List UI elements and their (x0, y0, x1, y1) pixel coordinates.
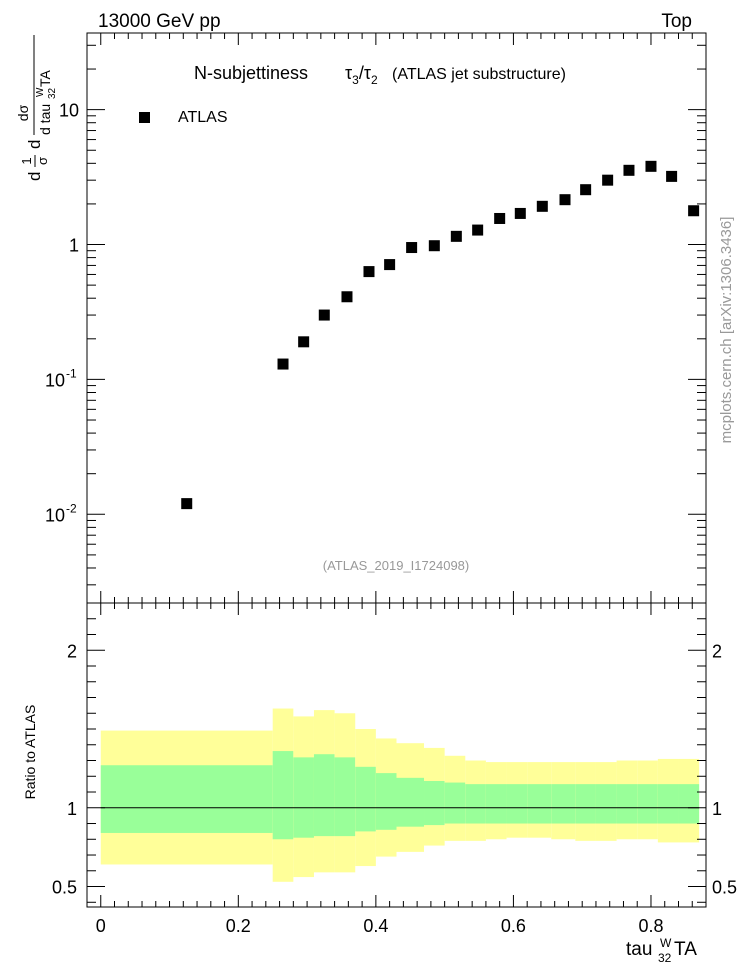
inner-band-bin (595, 784, 617, 824)
chart-title-suffix: (ATLAS jet substructure) (392, 66, 566, 83)
data-point (318, 309, 330, 321)
header-right-label: Top (661, 11, 692, 32)
x-tick-label: 0.6 (501, 916, 526, 936)
data-point (666, 170, 678, 182)
svg-text:TA: TA (674, 939, 697, 960)
svg-text:TA: TA (37, 69, 53, 87)
data-point (384, 259, 396, 271)
ratio-y-tick-label: 2 (67, 641, 77, 661)
inner-band-bin (100, 765, 273, 833)
data-point (645, 160, 657, 172)
inner-band-bin (616, 784, 638, 824)
svg-text:dσ: dσ (15, 104, 31, 121)
ratio-y-tick-label-right: 2 (712, 641, 722, 661)
main-data-points (181, 160, 700, 510)
data-point (514, 207, 526, 219)
x-tick-label: 0.2 (226, 916, 251, 936)
inner-band-bin (396, 777, 425, 827)
data-point (602, 174, 614, 186)
ratio-y-axis-label: Ratio to ATLAS (22, 705, 38, 800)
main-y-axis-label: d 1 σ d dσ d tau 32 W TA (15, 35, 58, 181)
chart-title-ratio-symbol: τ3/τ2 (345, 63, 378, 87)
inner-band-bin (293, 757, 314, 838)
y-tick-label: 10 (45, 370, 65, 390)
inner-band-bin (551, 784, 576, 824)
y-tick-exponent: -2 (66, 501, 77, 515)
inner-band-bin (506, 784, 528, 824)
x-axis-label: tau 32 W TA (626, 936, 697, 965)
inner-band-bin (272, 751, 294, 840)
svg-text:32: 32 (658, 951, 672, 965)
svg-text:W: W (35, 87, 46, 97)
data-point (623, 164, 635, 176)
inner-band-bin (465, 784, 486, 824)
y-tick-label: 10 (59, 101, 79, 121)
ratio-y-tick-label: 1 (67, 799, 77, 819)
inner-band-bin (527, 784, 552, 824)
data-point (688, 205, 700, 217)
svg-text:σ: σ (35, 157, 50, 165)
x-tick-label: 0.4 (363, 916, 388, 936)
inner-band-bin (657, 784, 679, 824)
svg-text:d: d (25, 172, 44, 181)
data-point (559, 194, 571, 206)
inner-band-bin (313, 754, 335, 837)
svg-text:d tau: d tau (37, 104, 53, 135)
chart-title: N-subjettiness τ3/τ2 (ATLAS jet substruc… (194, 63, 566, 87)
data-point (580, 184, 592, 196)
chart-title-main: N-subjettiness (194, 63, 308, 83)
y-tick-exponent: -1 (66, 366, 77, 380)
inner-band-bin (334, 757, 356, 837)
ratio-y-tick-label-right: 1 (712, 799, 722, 819)
data-point (494, 212, 506, 224)
inner-band-bin (444, 782, 466, 824)
svg-text:32: 32 (47, 87, 58, 99)
inner-band-bin (678, 784, 700, 824)
data-point (363, 266, 375, 278)
ratio-bands (100, 708, 700, 882)
data-point (450, 230, 462, 242)
ratio-axes: 0 0.2 0.4 0.6 0.8 0.5 0.5 1 1 2 2 (52, 602, 737, 936)
x-tick-label: 0.8 (638, 916, 663, 936)
ratio-y-tick-label-right: 0.5 (712, 878, 737, 898)
y-tick-label: 10 (45, 505, 65, 525)
data-point (472, 224, 484, 236)
legend-marker (139, 112, 150, 123)
x-tick-label: 0 (96, 916, 106, 936)
inner-band-bin (424, 780, 445, 826)
legend-label: ATLAS (178, 109, 228, 126)
header-left-label: 13000 GeV pp (98, 11, 221, 32)
inner-band-bin (485, 784, 507, 824)
data-point (406, 242, 418, 254)
y-tick-label: 1 (69, 236, 79, 256)
watermark: mcplots.cern.ch [arXiv:1306.3436] (718, 217, 735, 444)
data-point (341, 291, 353, 303)
svg-text:tau: tau (626, 939, 652, 960)
data-point (428, 240, 440, 252)
svg-text:1: 1 (19, 157, 34, 164)
inner-band-bin (375, 773, 397, 830)
ratio-frame (86, 602, 707, 908)
data-point (277, 358, 289, 370)
inner-band-bin (637, 784, 658, 824)
analysis-id: (ATLAS_2019_I1724098) (323, 558, 469, 573)
svg-text:W: W (660, 936, 672, 950)
svg-text:d: d (25, 140, 44, 149)
data-point (536, 200, 548, 212)
ratio-y-tick-label: 0.5 (52, 878, 77, 898)
legend: ATLAS (139, 109, 228, 126)
data-point (298, 336, 310, 348)
inner-band-bin (355, 766, 376, 832)
inner-band-bin (575, 784, 596, 824)
data-point (181, 498, 193, 510)
